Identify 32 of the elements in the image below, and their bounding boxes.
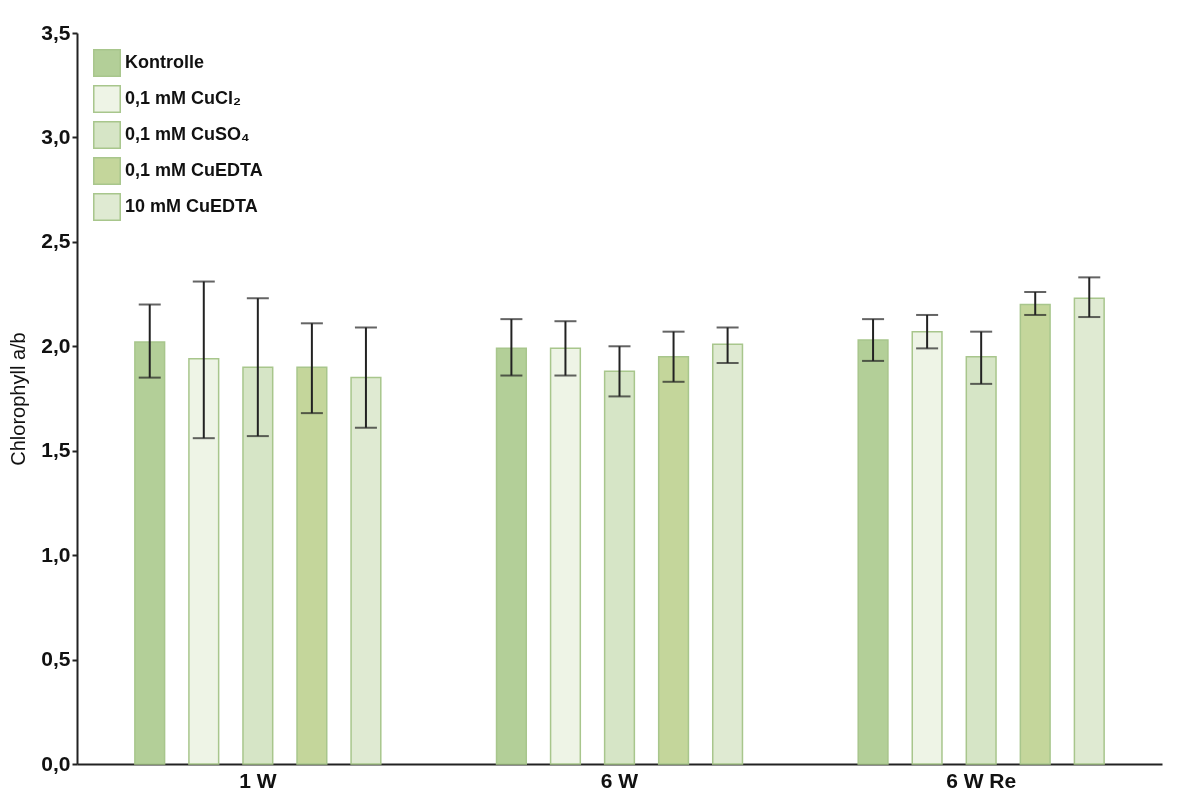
y-tick-label: 0,0 [41,751,71,775]
bar [657,355,690,765]
y-tick-label: 3,0 [41,124,71,148]
legend-label: 0,1 mM CuCl₂ [125,88,242,108]
bar [188,358,220,765]
bar [134,341,166,765]
y-tick-label: 3,5 [41,20,71,44]
bar [495,347,528,765]
legend-label: 10 mM CuEDTA [125,196,258,216]
bar [603,370,636,765]
y-axis-title: Chlorophyll a/b [7,332,30,466]
bar [857,339,889,765]
x-tick-label: 6 W Re [946,768,1017,792]
bar [965,355,997,765]
y-tick-label: 1,5 [41,438,71,462]
legend-label: 0,1 mM CuEDTA [125,160,263,180]
bar [549,347,582,765]
y-tick-label: 0,5 [41,647,71,671]
bar [711,343,744,765]
y-tick-label: 1,0 [41,542,71,566]
bar [1073,297,1105,765]
x-tick-label: 6 W [600,768,639,792]
bar [350,376,382,765]
bar [1019,303,1051,765]
bar [911,330,943,765]
legend-label: 0,1 mM CuSO₄ [125,124,250,144]
x-tick-label: 1 W [239,768,277,792]
bar [242,366,274,765]
bar [296,366,328,765]
y-tick-label: 2,5 [41,229,71,253]
y-tick-label: 2,0 [41,333,71,357]
legend-label: Kontrolle [125,52,204,72]
